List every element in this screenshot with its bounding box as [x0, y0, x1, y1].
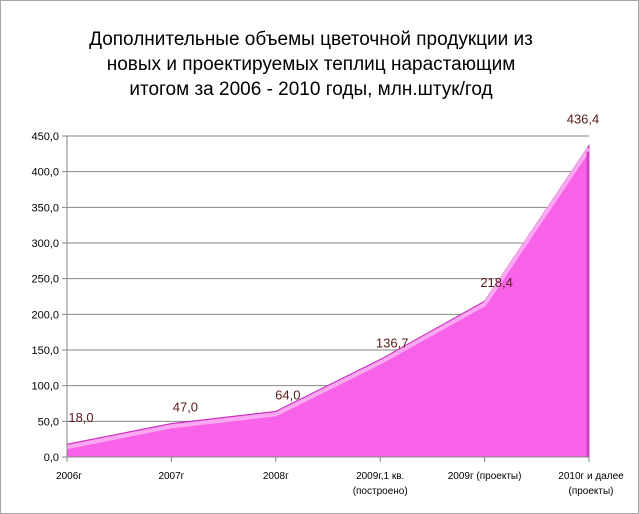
data-point — [379, 358, 381, 360]
y-tick-label: 200,0 — [31, 309, 59, 321]
area-series — [66, 144, 590, 458]
data-label: 218,4 — [480, 275, 513, 290]
y-tick-label: 300,0 — [31, 238, 59, 250]
y-tick-label: 400,0 — [31, 167, 59, 179]
chart-title: Дополнительные объемы цветочной продукци… — [41, 27, 581, 102]
chart-title-line-2: новых и проектируемых теплиц нарастающим — [106, 54, 516, 75]
y-tick-label: 450,0 — [31, 131, 59, 143]
y-tick-label: 250,0 — [31, 274, 59, 286]
data-label: 64,0 — [275, 387, 300, 402]
data-point — [170, 422, 172, 424]
x-tick-label: (построено) — [353, 486, 408, 497]
y-tick-label: 350,0 — [31, 202, 59, 214]
y-tick-label: 0,0 — [44, 452, 59, 464]
x-tick-label: 2006г — [56, 471, 82, 482]
y-tick-label: 50,0 — [38, 416, 59, 428]
data-label: 136,7 — [376, 335, 409, 350]
data-point — [588, 145, 590, 147]
x-tick-label: 2009г (проекты) — [448, 471, 522, 482]
x-tick-label: 2007г — [158, 471, 184, 482]
x-tick-label: 2008г — [263, 471, 289, 482]
data-label: 436,4 — [567, 112, 600, 127]
data-label: 18,0 — [68, 410, 93, 425]
x-tick-label: 2009г,1 кв. — [356, 471, 404, 482]
x-tick-label: 2010г и далее — [558, 471, 624, 482]
x-tick-label: (проекты) — [568, 486, 613, 497]
chart-title-line-3: итогом за 2006 - 2010 годы, млн.штук/год — [129, 79, 493, 100]
y-tick-label: 150,0 — [31, 345, 59, 357]
data-point — [484, 300, 486, 302]
chart-title-line-1: Дополнительные объемы цветочной продукци… — [89, 29, 533, 50]
data-label: 47,0 — [173, 399, 198, 414]
data-point — [275, 410, 277, 412]
y-tick-label: 100,0 — [31, 381, 59, 393]
area-highlight — [66, 147, 591, 450]
